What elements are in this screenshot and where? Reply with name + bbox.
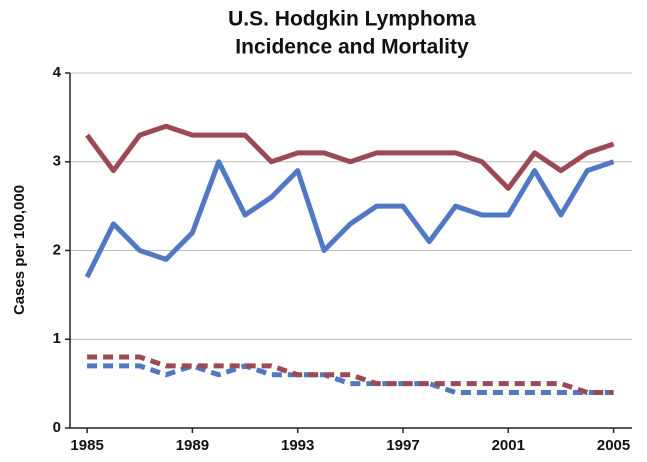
chart-title: Incidence and Mortality [235, 36, 469, 59]
x-tick-label: 2001 [492, 437, 525, 454]
y-tick-label: 0 [53, 419, 61, 436]
y-tick-label: 3 [53, 153, 61, 170]
x-tick-label: 1997 [386, 437, 419, 454]
x-tick-label: 1993 [281, 437, 314, 454]
series-line [87, 363, 614, 395]
y-tick-label: 2 [53, 241, 61, 258]
x-tick-label: 1985 [70, 437, 103, 454]
series-line [87, 354, 614, 395]
series-line [85, 123, 615, 191]
series-line [84, 159, 615, 279]
chart-title: U.S. Hodgkin Lymphoma [228, 8, 476, 31]
x-tick-label: 1989 [176, 437, 209, 454]
y-tick-label: 1 [53, 330, 61, 347]
x-tick-label: 2005 [597, 437, 630, 454]
y-axis-label: Cases per 100,000 [11, 185, 28, 315]
y-tick-label: 4 [53, 64, 62, 81]
